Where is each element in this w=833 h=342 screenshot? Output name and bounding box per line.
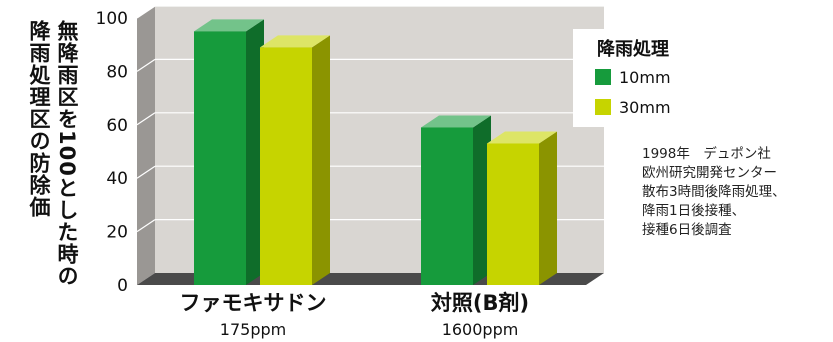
gridline-side-5 <box>136 5 156 19</box>
x-category-sublabel-1: 1600ppm <box>442 320 519 339</box>
y-tick-label-5: 100 <box>96 9 128 29</box>
plot-side-wall <box>137 6 155 285</box>
gridline-side-1 <box>136 219 156 233</box>
bar-30mm-0 <box>260 47 312 286</box>
bar-10mm-1 <box>421 127 473 285</box>
legend-title: 降雨処理 <box>597 38 669 60</box>
x-category-sublabel-0: 175ppm <box>220 320 286 339</box>
legend-label-10mm: 10mm <box>619 68 671 87</box>
y-tick-label-2: 40 <box>106 169 128 189</box>
gridline-side-4 <box>136 58 156 72</box>
legend-box <box>573 29 693 127</box>
bar-top-10mm-1 <box>421 115 491 128</box>
y-tick-label-1: 20 <box>106 223 128 243</box>
x-category-label-1: 対照(B剤) <box>431 291 529 315</box>
y-tick-label-0: 0 <box>117 276 128 296</box>
x-category-label-0: ファモキサドン <box>180 291 327 315</box>
bar-top-30mm-0 <box>260 35 330 48</box>
bar-top-30mm-1 <box>487 131 557 144</box>
bar-side-30mm-1 <box>539 131 557 285</box>
y-axis-label-line-1: 無降雨区を100とした時の <box>55 20 79 287</box>
y-axis-label-line-2: 降雨処理区の防除価 <box>27 20 51 218</box>
annotation-note: 1998年 デュポン社 欧州研究開発センター 散布3時間後降雨処理、 降雨1日後… <box>642 146 786 238</box>
bar-10mm-0 <box>194 31 246 285</box>
gridline-side-2 <box>136 165 156 179</box>
legend-swatch-30mm <box>595 99 611 115</box>
bar-top-10mm-0 <box>194 19 264 32</box>
y-tick-label-4: 80 <box>106 62 128 82</box>
y-axis-label: 無降雨区を100とした時の 降雨処理区の防除価 <box>20 20 80 320</box>
bar-30mm-1 <box>487 143 539 285</box>
legend-swatch-10mm <box>595 69 611 85</box>
legend-label-30mm: 30mm <box>619 98 671 117</box>
bar-side-30mm-0 <box>312 35 330 286</box>
gridline-side-3 <box>136 112 156 126</box>
y-tick-label-3: 60 <box>106 116 128 136</box>
bar-side-10mm-1 <box>473 115 491 285</box>
bar-side-10mm-0 <box>246 19 264 285</box>
